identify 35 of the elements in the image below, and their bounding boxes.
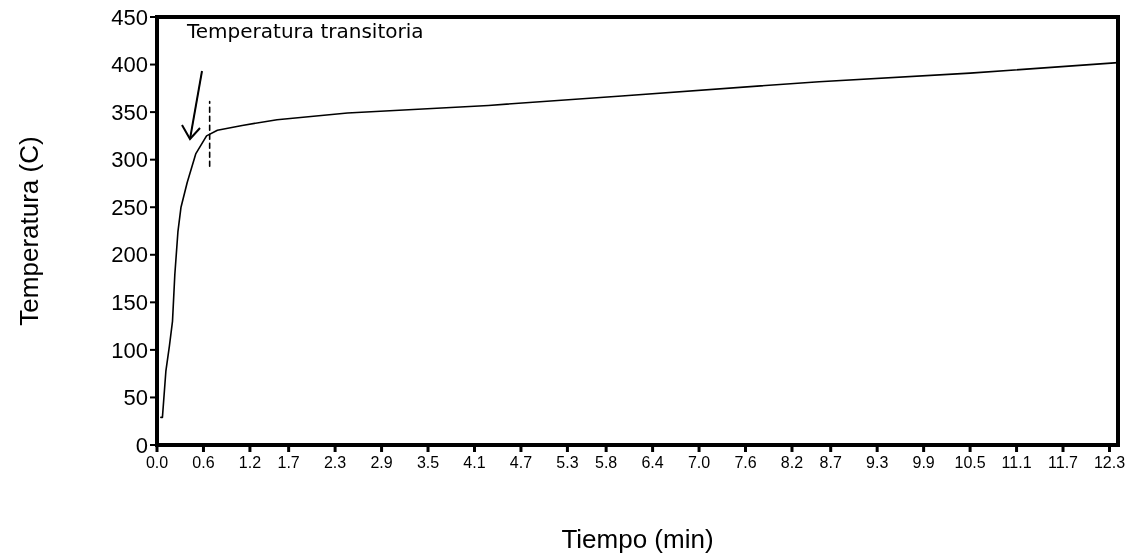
x-tick-label: 6.4: [641, 454, 664, 471]
x-tick-label: 9.9: [912, 454, 935, 471]
y-tick-label: 400: [111, 52, 148, 78]
x-tick-label: 7.0: [687, 454, 711, 471]
y-tick-label: 50: [123, 385, 148, 411]
x-tick-label: 0.6: [192, 454, 215, 471]
x-tick-label: 7.6: [734, 454, 757, 471]
x-tick-label: 9.3: [866, 454, 889, 471]
x-tick-label: 0.0: [145, 454, 169, 471]
x-axis-title: Tiempo (min): [561, 524, 714, 554]
x-tick-label: 1.2: [238, 454, 262, 471]
x-tick-label: 10.5: [954, 454, 986, 471]
x-tick-label: 5.3: [556, 454, 579, 471]
x-tick-label: 2.3: [323, 454, 347, 471]
x-tick-label: 11.7: [1048, 454, 1079, 471]
y-tick-label: 200: [111, 242, 148, 268]
x-tick-label: 3.5: [416, 454, 440, 471]
x-tick-label: 1.7: [277, 454, 300, 471]
x-tick-label: 8.7: [819, 454, 842, 471]
x-tick-label: 8.2: [780, 454, 804, 471]
y-tick-label: 100: [111, 337, 148, 363]
y-tick-label: 450: [111, 4, 148, 30]
y-axis-title: Temperatura (C): [14, 136, 44, 326]
x-tick-label: 12.3: [1093, 454, 1126, 471]
x-tick-label: 2.9: [370, 454, 393, 471]
x-tick-label: 11.1: [1001, 454, 1032, 471]
y-tick-label: 300: [111, 147, 148, 173]
x-tick-label: 4.7: [509, 454, 533, 471]
y-tick-label: 0: [135, 432, 148, 458]
x-tick-label: 4.1: [463, 454, 486, 471]
y-tick-label: 350: [111, 99, 148, 125]
x-tick-label: 5.8: [595, 454, 618, 471]
annotation: Temperatura transitoria: [186, 19, 424, 43]
y-tick-label: 250: [111, 194, 148, 220]
y-tick-label: 150: [111, 290, 148, 316]
